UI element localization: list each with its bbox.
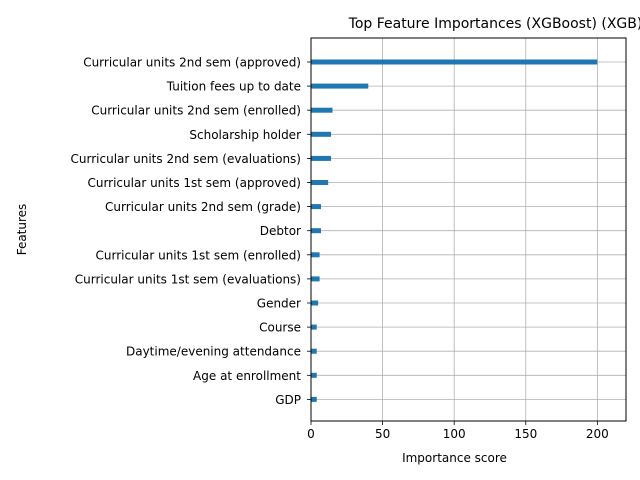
bar [311, 372, 317, 378]
bars [311, 59, 598, 402]
y-tick-label: Course [259, 321, 301, 335]
bar [311, 59, 598, 65]
y-tick-label: Tuition fees up to date [166, 80, 301, 94]
x-tick-label: 100 [443, 427, 466, 441]
chart-title: Top Feature Importances (XGBoost) (XGB) [348, 16, 640, 32]
y-axis-ticks: Curricular units 2nd sem (approved) Tuiti… [71, 56, 311, 407]
y-tick-label: Age at enrollment [193, 369, 301, 383]
y-tick-label: Daytime/evening attendance [126, 345, 301, 359]
y-tick-label: Curricular units 2nd sem (grade) [105, 200, 301, 214]
x-tick-label: 50 [375, 427, 390, 441]
x-tick-label: 150 [514, 427, 537, 441]
bar [311, 228, 322, 234]
x-tick-label: 200 [586, 427, 609, 441]
y-tick-label: Curricular units 1st sem (enrolled) [95, 248, 301, 262]
y-tick-label: Scholarship holder [189, 128, 301, 142]
bar [311, 107, 333, 113]
y-axis-label: Features [15, 204, 29, 256]
bar [311, 155, 332, 161]
y-tick-label: Gender [257, 297, 301, 311]
y-tick-label: Curricular units 1st sem (approved) [87, 176, 301, 190]
bar [311, 204, 322, 210]
bar [311, 348, 317, 354]
x-axis-ticks: 0 50 100 150 200 [307, 421, 609, 441]
bar [311, 276, 320, 282]
y-tick-label: Curricular units 2nd sem (approved) [83, 56, 301, 70]
bar [311, 131, 332, 137]
x-tick-label: 0 [307, 427, 315, 441]
grid-lines [310, 38, 626, 421]
x-axis-label: Importance score [402, 451, 507, 465]
y-tick-label: Debtor [260, 224, 301, 238]
y-tick-label: Curricular units 2nd sem (evaluations) [71, 152, 301, 166]
y-tick-label: Curricular units 1st sem (evaluations) [75, 272, 301, 286]
bar [311, 83, 369, 89]
y-tick-label: GDP [275, 393, 301, 407]
bar [311, 300, 319, 306]
plot-frame [310, 37, 627, 422]
bar [311, 252, 320, 258]
bar [311, 180, 329, 185]
y-tick-label: Curricular units 2nd sem (enrolled) [91, 104, 301, 118]
bar [311, 396, 317, 402]
bar [311, 324, 317, 330]
